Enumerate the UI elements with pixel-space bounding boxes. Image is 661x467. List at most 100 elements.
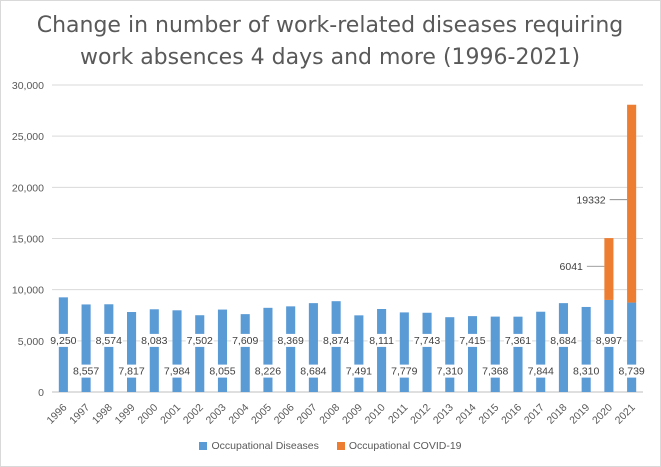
x-tick-label: 2000	[135, 402, 160, 427]
data-label-bg	[140, 333, 169, 347]
data-label-bg	[458, 333, 487, 347]
data-label-occupational-diseases: 8,739	[618, 366, 644, 378]
bar-occupational-diseases	[81, 304, 91, 392]
data-label-occupational-covid: 6041	[560, 261, 584, 273]
bar-occupational-diseases	[240, 314, 250, 392]
data-label-occupational-diseases: 7,779	[391, 366, 417, 378]
data-label-bg	[185, 333, 214, 347]
x-tick-label: 2018	[545, 402, 570, 427]
data-label-bg	[594, 333, 623, 347]
legend-swatch-occupational-diseases	[199, 442, 208, 450]
data-label-bg	[526, 364, 555, 378]
legend: Occupational Diseases Occupational COVID…	[0, 440, 661, 452]
bar-occupational-diseases	[172, 310, 182, 392]
data-label-bg	[72, 364, 101, 378]
data-label-occupational-diseases: 8,684	[300, 366, 326, 378]
data-label-bg	[208, 364, 237, 378]
data-label-bg	[572, 364, 601, 378]
data-label-occupational-diseases: 7,743	[414, 335, 440, 347]
data-label-occupational-diseases: 7,415	[459, 335, 485, 347]
x-tick-label: 2015	[476, 402, 501, 427]
x-tick-label: 2007	[295, 402, 320, 427]
legend-swatch-occupational-covid	[336, 442, 345, 450]
x-tick-label: 2013	[431, 402, 456, 427]
y-tick-label: 5,000	[18, 336, 44, 348]
bar-occupational-diseases	[581, 306, 591, 392]
data-label-occupational-diseases: 8,874	[323, 335, 349, 347]
legend-label-occupational-diseases: Occupational Diseases	[211, 440, 319, 452]
data-label-occupational-diseases: 8,055	[209, 366, 235, 378]
bar-occupational-diseases	[445, 317, 455, 392]
data-label-occupational-diseases: 7,502	[187, 335, 213, 347]
data-label-bg	[322, 333, 351, 347]
x-tick-label: 2017	[522, 402, 547, 427]
data-label-bg	[435, 364, 464, 378]
x-tick-label: 1999	[113, 402, 138, 427]
data-label-occupational-diseases: 7,609	[232, 335, 258, 347]
y-tick-label: 30,000	[12, 80, 44, 92]
bar-occupational-covid	[604, 238, 614, 300]
x-tick-label: 2021	[613, 402, 638, 427]
bars	[58, 104, 637, 392]
x-tick-label: 2008	[317, 402, 342, 427]
data-label-occupational-diseases: 7,368	[482, 366, 508, 378]
chart-title-line-1: Change in number of work-related disease…	[36, 13, 624, 38]
data-label-occupational-diseases: 7,310	[437, 366, 463, 378]
bar-occupational-diseases	[490, 316, 500, 392]
data-label-bg	[49, 333, 78, 347]
y-tick-label: 15,000	[12, 234, 44, 246]
x-tick-label: 2016	[499, 402, 524, 427]
data-label-bg	[117, 364, 146, 378]
bar-occupational-diseases	[627, 302, 637, 392]
x-tick-label: 2006	[272, 402, 297, 427]
data-label-bg	[413, 333, 442, 347]
x-tick-label: 2004	[226, 402, 251, 427]
data-label-occupational-diseases: 8,310	[573, 366, 599, 378]
x-tick-label: 2002	[181, 402, 206, 427]
bar-occupational-diseases	[308, 303, 318, 392]
data-label-bg	[503, 333, 532, 347]
chart-title-line-2: work absences 4 days and more (1996-2021…	[79, 45, 581, 70]
bar-occupational-diseases	[195, 315, 205, 392]
bar-occupational-diseases	[536, 311, 546, 392]
legend-label-occupational-covid: Occupational COVID-19	[348, 440, 462, 452]
x-tick-label: 2011	[386, 402, 411, 427]
data-label-occupational-diseases: 8,369	[278, 335, 304, 347]
bar-occupational-diseases	[558, 303, 568, 392]
data-label-occupational-diseases: 8,574	[96, 335, 122, 347]
data-label-occupational-diseases: 7,844	[528, 366, 554, 378]
bar-occupational-diseases	[377, 308, 387, 392]
data-label-occupational-diseases: 7,817	[118, 366, 144, 378]
data-label-bg	[367, 333, 396, 347]
data-label-occupational-diseases: 8,557	[73, 366, 99, 378]
data-label-bg	[617, 364, 646, 378]
x-tick-label: 2010	[363, 402, 388, 427]
legend-item-occupational-covid: Occupational COVID-19	[336, 440, 462, 452]
data-label-bg	[253, 364, 282, 378]
x-tick-label: 2012	[408, 402, 433, 427]
x-tick-label: 2003	[204, 402, 229, 427]
bar-occupational-diseases	[513, 316, 523, 392]
data-label-bg	[549, 333, 578, 347]
data-label-occupational-diseases: 8,684	[550, 335, 576, 347]
bar-occupational-diseases	[422, 312, 432, 392]
x-tick-label: 2001	[158, 402, 183, 427]
data-label-bg	[344, 364, 373, 378]
bar-occupational-diseases	[399, 312, 409, 392]
bar-occupational-diseases	[149, 309, 159, 392]
data-label-occupational-diseases: 8,083	[141, 335, 167, 347]
x-tick-label: 2020	[590, 402, 615, 427]
bar-occupational-diseases	[467, 316, 478, 392]
x-tick-label: 2005	[249, 402, 274, 427]
data-label-occupational-diseases: 8,111	[369, 335, 394, 347]
bar-occupational-diseases	[286, 306, 296, 392]
legend-item-occupational-diseases: Occupational Diseases	[199, 440, 319, 452]
bar-occupational-diseases	[104, 304, 114, 392]
bar-occupational-diseases	[354, 315, 364, 392]
x-tick-label: 1998	[90, 402, 115, 427]
data-label-bg	[94, 333, 123, 347]
chart-title: Change in number of work-related disease…	[20, 10, 640, 74]
y-tick-label: 0	[38, 387, 44, 399]
data-label-occupational-diseases: 7,984	[164, 366, 190, 378]
